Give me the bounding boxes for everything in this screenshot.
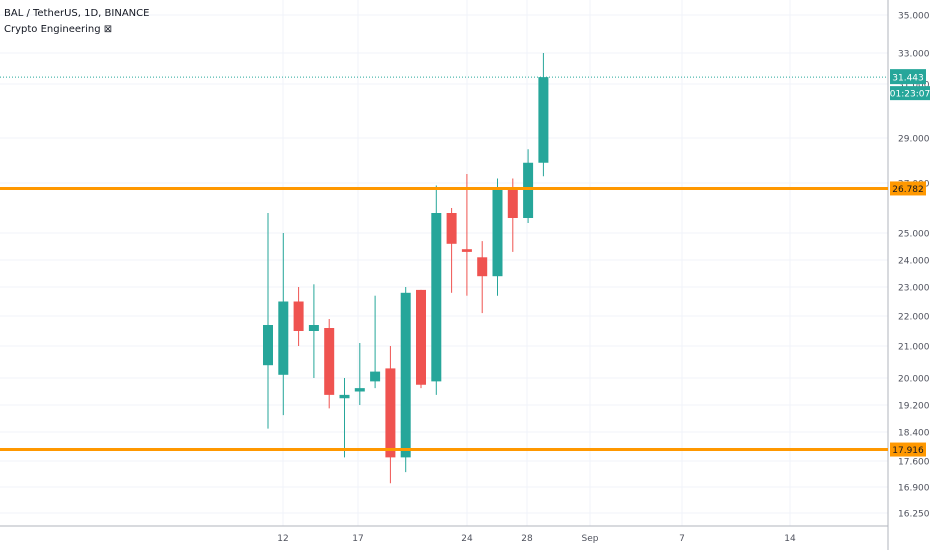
x-tick-label: 24 — [461, 534, 473, 544]
candle-up — [278, 301, 289, 375]
candle-up — [492, 188, 503, 277]
y-tick-label: 16.900 — [898, 484, 930, 494]
candle-down — [446, 213, 457, 244]
candle-up — [308, 325, 319, 331]
last-price-label: 31.443 — [892, 74, 924, 84]
candle-down — [324, 328, 335, 395]
candle-up — [339, 394, 350, 399]
level-price-label: 26.782 — [892, 185, 924, 195]
candle-up — [354, 388, 365, 392]
countdown-label: 01:23:07 — [890, 90, 930, 100]
indicator-label: Crypto Engineering ⊠ — [4, 24, 113, 35]
x-tick-label: 14 — [784, 534, 796, 544]
candle-up — [538, 77, 549, 163]
y-tick-label: 25.000 — [898, 230, 930, 240]
y-tick-label: 23.000 — [898, 284, 930, 294]
x-tick-label: 17 — [352, 534, 363, 544]
level-price-label: 17.916 — [892, 446, 924, 456]
candle-down — [507, 188, 518, 218]
x-tick-label: 7 — [679, 534, 685, 544]
candle-up — [431, 213, 442, 382]
x-tick-label: 12 — [277, 534, 288, 544]
y-tick-label: 21.000 — [898, 343, 930, 353]
y-tick-label: 33.000 — [898, 50, 930, 60]
x-tick-label: 28 — [521, 534, 533, 544]
candle-down — [293, 301, 304, 331]
y-tick-label: 31.000 — [898, 81, 930, 91]
y-tick-label: 18.400 — [898, 429, 930, 439]
countdown-tag — [890, 86, 930, 101]
y-tick-label: 29.000 — [898, 135, 930, 145]
candle-up — [263, 325, 273, 366]
candle-down — [477, 257, 488, 277]
level-price-tag — [890, 442, 926, 457]
candle-up — [523, 162, 534, 218]
candle-down — [416, 289, 426, 385]
candle-down — [385, 368, 396, 458]
y-tick-label: 19.200 — [898, 402, 930, 412]
candle-up — [400, 292, 411, 458]
y-tick-label: 17.600 — [898, 458, 930, 468]
y-tick-label: 16.250 — [898, 510, 930, 520]
y-tick-label: 20.000 — [898, 375, 930, 385]
candle-down — [461, 249, 472, 252]
y-tick-label: 22.000 — [898, 313, 930, 323]
last-price-tag — [890, 69, 926, 85]
y-tick-label: 35.000 — [898, 12, 930, 22]
x-tick-label: Sep — [582, 534, 599, 544]
y-tick-label: 24.000 — [898, 257, 930, 267]
level-price-tag — [890, 181, 926, 196]
candle-up — [370, 371, 381, 382]
symbol-title: BAL / TetherUS, 1D, BINANCE — [4, 8, 150, 19]
